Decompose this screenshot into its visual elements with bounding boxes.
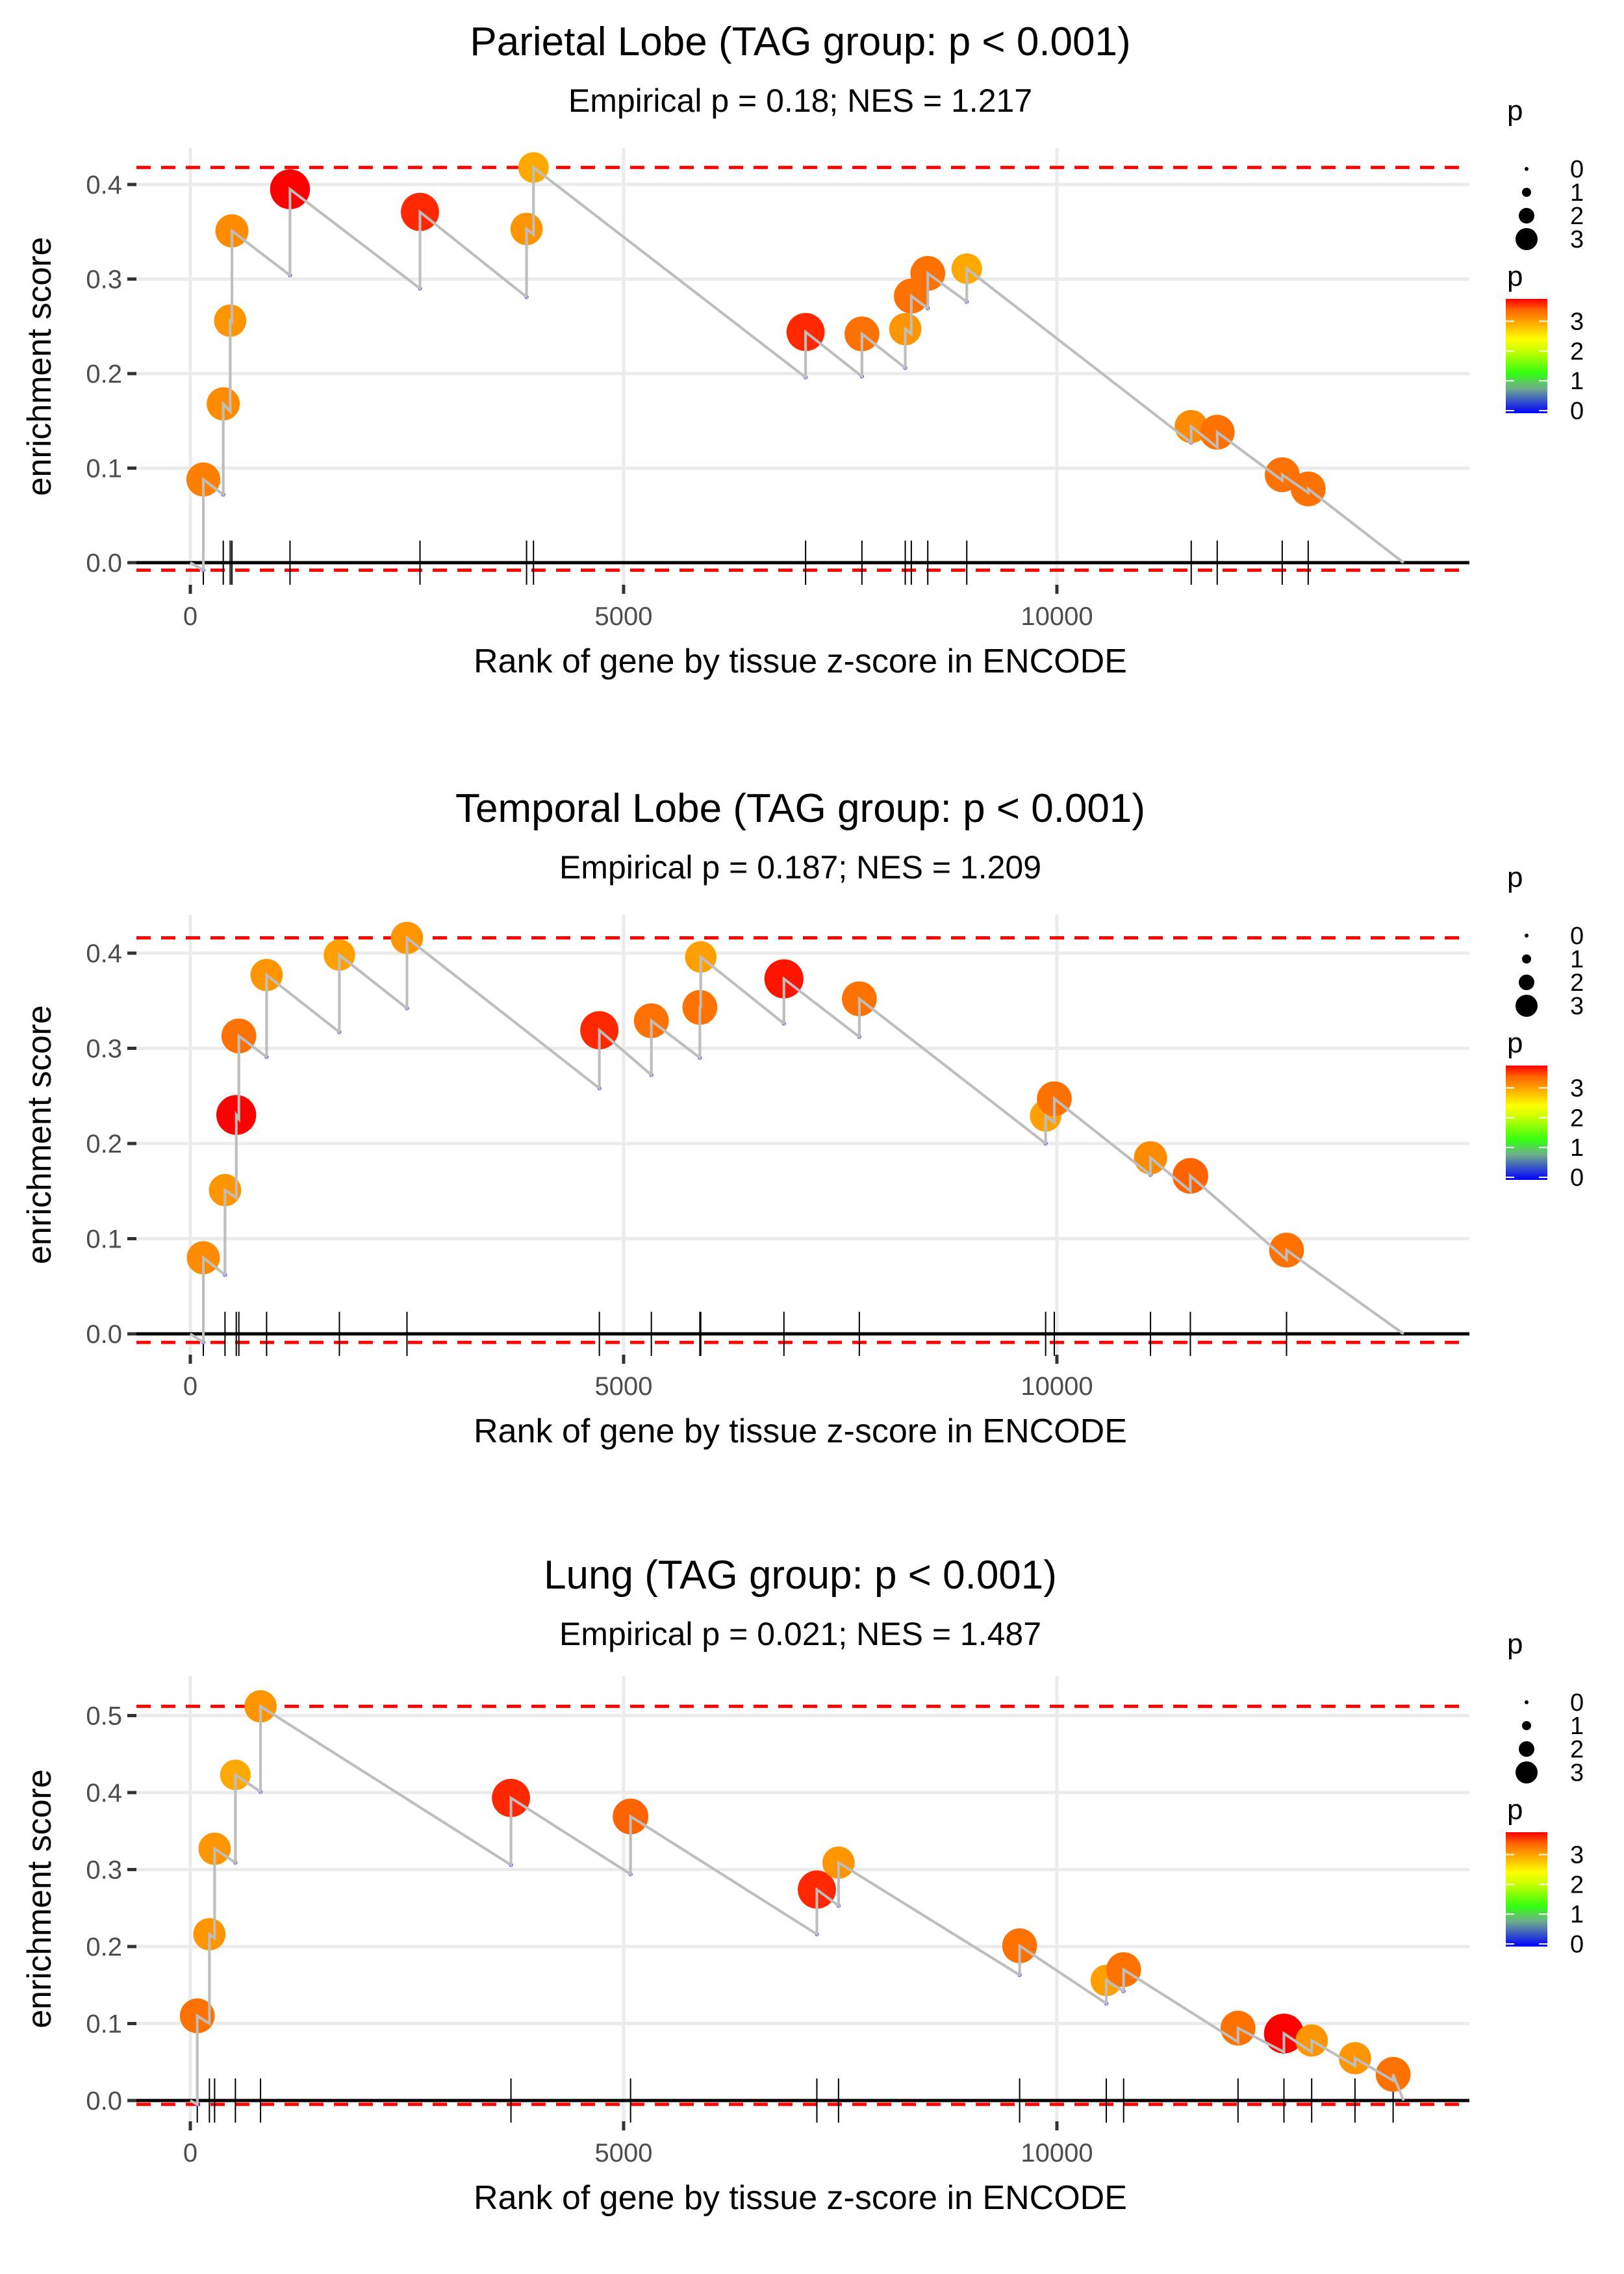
size-legend-dot xyxy=(1516,1761,1538,1783)
x-tick-label: 0 xyxy=(183,2139,197,2167)
x-tick-label: 5000 xyxy=(595,602,653,631)
size-legend-label: 3 xyxy=(1570,226,1584,253)
colorbar-label: 2 xyxy=(1570,1871,1584,1898)
y-tick-label: 0.2 xyxy=(86,360,122,389)
y-tick-label: 0.0 xyxy=(86,2087,122,2115)
color-legend-title: p xyxy=(1507,261,1523,292)
y-axis-label: enrichment score xyxy=(21,237,58,496)
colorbar xyxy=(1506,299,1547,413)
colorbar-label: 1 xyxy=(1570,368,1584,395)
size-legend-dot xyxy=(1522,188,1531,197)
size-legend-title: p xyxy=(1507,862,1523,893)
y-tick-label: 0.1 xyxy=(86,455,122,483)
size-legend-dot xyxy=(1522,954,1531,964)
size-legend-dot xyxy=(1525,1700,1529,1704)
size-legend-label: 0 xyxy=(1570,923,1584,950)
colorbar-label: 3 xyxy=(1570,1841,1584,1869)
chart-panel-3: Lung (TAG group: p < 0.001) Empirical p =… xyxy=(21,1553,1584,2217)
colorbar-label: 3 xyxy=(1570,308,1584,335)
y-axis-label: enrichment score xyxy=(21,1005,58,1264)
chart-title: Temporal Lobe (TAG group: p < 0.001) xyxy=(455,786,1145,831)
size-legend-label: 1 xyxy=(1570,179,1584,207)
colorbar-label: 1 xyxy=(1570,1134,1584,1162)
color-legend-title: p xyxy=(1507,1794,1523,1826)
y-tick-label: 0.5 xyxy=(86,1702,122,1731)
colorbar xyxy=(1506,1066,1547,1180)
x-axis-label: Rank of gene by tissue z-score in ENCODE xyxy=(474,643,1127,680)
chart-subtitle: Empirical p = 0.021; NES = 1.487 xyxy=(559,1616,1041,1652)
es-line-overlay xyxy=(189,164,1404,573)
size-legend-label: 3 xyxy=(1570,1759,1584,1787)
y-tick-label: 0.3 xyxy=(86,1856,122,1885)
size-legend-dot xyxy=(1522,1721,1531,1730)
y-axis-label: enrichment score xyxy=(21,1769,58,2028)
x-axis-label: Rank of gene by tissue z-score in ENCODE xyxy=(474,1412,1127,1450)
x-tick-label: 10000 xyxy=(1021,602,1093,631)
y-tick-label: 0.3 xyxy=(86,1035,122,1064)
es-line xyxy=(189,935,1404,1345)
chart-title: Lung (TAG group: p < 0.001) xyxy=(544,1553,1057,1598)
x-axis-label: Rank of gene by tissue z-score in ENCODE xyxy=(474,2179,1127,2217)
chart-panel-1: Parietal Lobe (TAG group: p < 0.001) Empi… xyxy=(21,19,1584,680)
chart-title: Parietal Lobe (TAG group: p < 0.001) xyxy=(470,19,1130,64)
y-tick-label: 0.4 xyxy=(86,171,122,199)
y-tick-label: 0.4 xyxy=(86,1779,122,1808)
size-legend-dot xyxy=(1519,1741,1534,1757)
x-tick-label: 0 xyxy=(183,602,197,631)
es-line xyxy=(189,164,1404,573)
color-legend-title: p xyxy=(1507,1027,1523,1059)
y-tick-label: 0.0 xyxy=(86,1320,122,1349)
es-line-overlay xyxy=(190,1704,1405,2107)
size-legend-label: 2 xyxy=(1570,203,1584,230)
colorbar-label: 1 xyxy=(1570,1901,1584,1928)
size-legend-label: 2 xyxy=(1570,1736,1584,1763)
colorbar-label: 2 xyxy=(1570,1105,1584,1132)
size-legend-label: 3 xyxy=(1570,993,1584,1020)
y-tick-label: 0.0 xyxy=(86,549,122,578)
x-tick-label: 5000 xyxy=(595,1372,653,1401)
colorbar-label: 3 xyxy=(1570,1075,1584,1102)
chart-subtitle: Empirical p = 0.187; NES = 1.209 xyxy=(559,849,1041,886)
y-tick-label: 0.1 xyxy=(86,1225,122,1254)
x-tick-label: 10000 xyxy=(1021,1372,1093,1401)
chart-subtitle: Empirical p = 0.18; NES = 1.217 xyxy=(568,83,1032,119)
size-legend-dot xyxy=(1519,208,1534,224)
colorbar-label: 0 xyxy=(1570,1931,1584,1958)
es-line-overlay xyxy=(189,935,1404,1345)
colorbar-label: 0 xyxy=(1570,398,1584,425)
chart-panel-2: Temporal Lobe (TAG group: p < 0.001) Empi… xyxy=(21,786,1584,1450)
es-line xyxy=(190,1704,1405,2107)
size-legend-dot xyxy=(1525,934,1529,938)
size-legend-dot xyxy=(1525,167,1529,171)
size-legend-label: 1 xyxy=(1570,1713,1584,1740)
size-legend-label: 0 xyxy=(1570,1689,1584,1717)
y-tick-label: 0.3 xyxy=(86,266,122,294)
size-legend-dot xyxy=(1519,975,1534,990)
size-legend-label: 2 xyxy=(1570,969,1584,997)
size-legend-label: 1 xyxy=(1570,946,1584,973)
size-legend-dot xyxy=(1516,228,1538,250)
colorbar-label: 0 xyxy=(1570,1164,1584,1192)
size-legend-label: 0 xyxy=(1570,156,1584,183)
y-tick-label: 0.2 xyxy=(86,1130,122,1158)
colorbar xyxy=(1506,1832,1547,1947)
y-tick-label: 0.1 xyxy=(86,2010,122,2039)
size-legend-dot xyxy=(1516,995,1538,1017)
y-tick-label: 0.4 xyxy=(86,939,122,968)
y-tick-label: 0.2 xyxy=(86,1933,122,1961)
size-legend-title: p xyxy=(1507,95,1523,127)
colorbar-label: 2 xyxy=(1570,338,1584,365)
x-tick-label: 0 xyxy=(183,1372,197,1401)
size-legend-title: p xyxy=(1507,1628,1523,1660)
x-tick-label: 5000 xyxy=(595,2139,653,2167)
x-tick-label: 10000 xyxy=(1021,2139,1093,2167)
